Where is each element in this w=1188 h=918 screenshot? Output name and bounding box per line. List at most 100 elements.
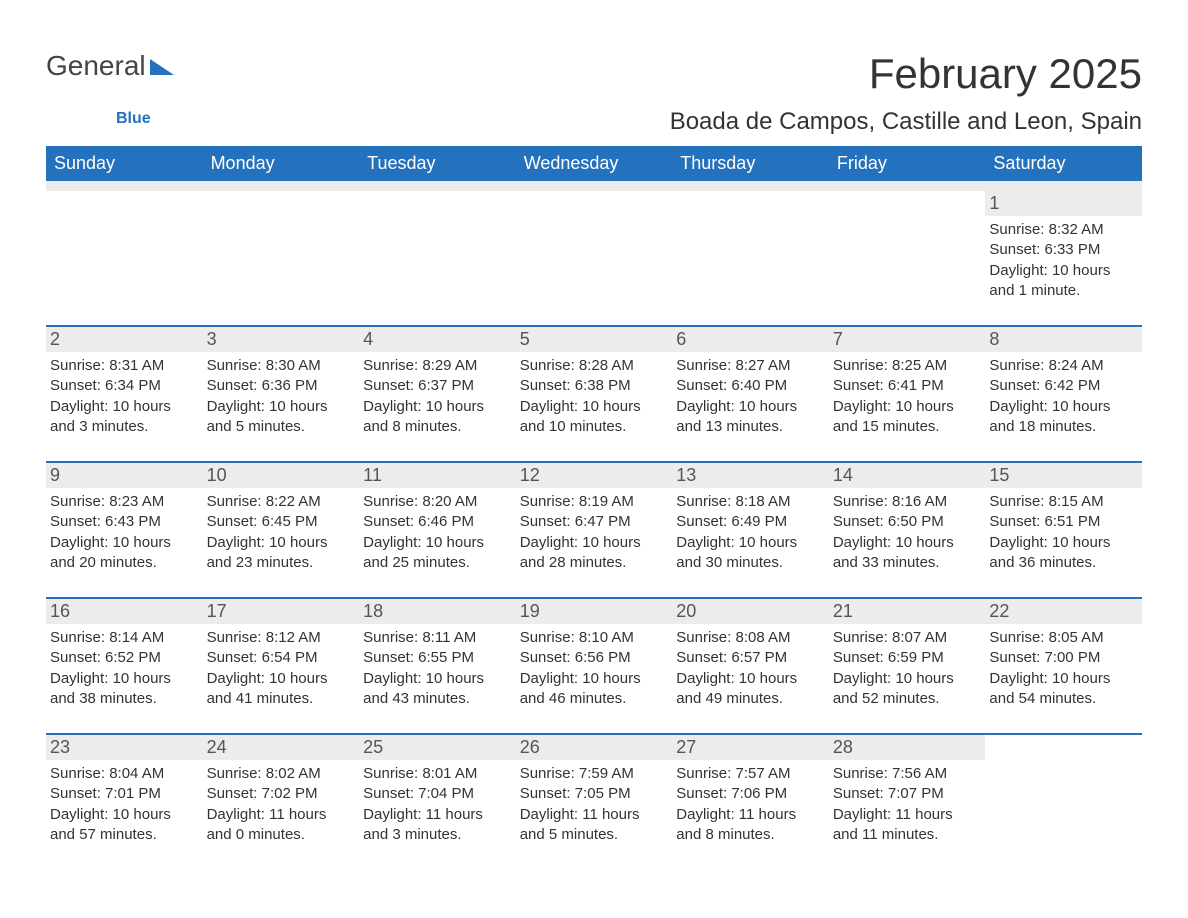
day-info: Sunrise: 7:56 AMSunset: 7:07 PMDaylight:… [833, 764, 982, 845]
day-info: Sunrise: 8:04 AMSunset: 7:01 PMDaylight:… [50, 764, 199, 845]
day-number: 25 [359, 735, 516, 760]
sunrise-text: Sunrise: 8:16 AM [833, 492, 982, 512]
daylight2-text: and 0 minutes. [207, 825, 356, 845]
day-info: Sunrise: 8:25 AMSunset: 6:41 PMDaylight:… [833, 356, 982, 437]
day-cell: 5Sunrise: 8:28 AMSunset: 6:38 PMDaylight… [516, 327, 673, 441]
sunrise-text: Sunrise: 8:08 AM [676, 628, 825, 648]
daylight1-text: Daylight: 10 hours [989, 397, 1138, 417]
daylight1-text: Daylight: 11 hours [676, 805, 825, 825]
day-info: Sunrise: 8:23 AMSunset: 6:43 PMDaylight:… [50, 492, 199, 573]
sunrise-text: Sunrise: 8:05 AM [989, 628, 1138, 648]
sunset-text: Sunset: 7:02 PM [207, 784, 356, 804]
daylight2-text: and 30 minutes. [676, 553, 825, 573]
daylight1-text: Daylight: 10 hours [833, 533, 982, 553]
sunset-text: Sunset: 7:07 PM [833, 784, 982, 804]
day-header-cell: Tuesday [359, 146, 516, 181]
sunrise-text: Sunrise: 8:01 AM [363, 764, 512, 784]
sunrise-text: Sunrise: 8:07 AM [833, 628, 982, 648]
week-row: 9Sunrise: 8:23 AMSunset: 6:43 PMDaylight… [46, 461, 1142, 577]
empty-cell [829, 191, 986, 305]
day-cell: 14 Sunrise: 8:16 AMSunset: 6:50 PMDayligh… [829, 463, 986, 577]
daylight2-text: and 54 minutes. [989, 689, 1138, 709]
sunrise-text: Sunrise: 8:27 AM [676, 356, 825, 376]
day-cell: 18Sunrise: 8:11 AMSunset: 6:55 PMDayligh… [359, 599, 516, 713]
sunset-text: Sunset: 6:56 PM [520, 648, 669, 668]
daylight2-text: and 38 minutes. [50, 689, 199, 709]
sunset-text: Sunset: 6:59 PM [833, 648, 982, 668]
day-info: Sunrise: 8:11 AMSunset: 6:55 PMDaylight:… [363, 628, 512, 709]
daylight1-text: Daylight: 10 hours [50, 533, 199, 553]
sunset-text: Sunset: 6:40 PM [676, 376, 825, 396]
empty-cell [985, 735, 1142, 849]
day-number: 21 [829, 599, 986, 624]
day-number: 1 [985, 191, 1142, 216]
day-info: Sunrise: 8:31 AMSunset: 6:34 PMDaylight:… [50, 356, 199, 437]
sunrise-text: Sunrise: 7:56 AM [833, 764, 982, 784]
sunset-text: Sunset: 6:51 PM [989, 512, 1138, 532]
daylight1-text: Daylight: 10 hours [833, 669, 982, 689]
day-info: Sunrise: 8:08 AMSunset: 6:57 PMDaylight:… [676, 628, 825, 709]
daylight1-text: Daylight: 10 hours [520, 669, 669, 689]
sunrise-text: Sunrise: 8:11 AM [363, 628, 512, 648]
daylight2-text: and 25 minutes. [363, 553, 512, 573]
day-cell: 9Sunrise: 8:23 AMSunset: 6:43 PMDaylight… [46, 463, 203, 577]
daylight1-text: Daylight: 10 hours [676, 669, 825, 689]
daylight1-text: Daylight: 11 hours [520, 805, 669, 825]
day-cell: 11Sunrise: 8:20 AMSunset: 6:46 PMDayligh… [359, 463, 516, 577]
day-info: Sunrise: 8:10 AMSunset: 6:56 PMDaylight:… [520, 628, 669, 709]
day-cell: 3Sunrise: 8:30 AMSunset: 6:36 PMDaylight… [203, 327, 360, 441]
daylight2-text: and 8 minutes. [363, 417, 512, 437]
daylight1-text: Daylight: 10 hours [520, 397, 669, 417]
sunset-text: Sunset: 6:34 PM [50, 376, 199, 396]
daylight1-text: Daylight: 10 hours [50, 397, 199, 417]
sunset-text: Sunset: 6:45 PM [207, 512, 356, 532]
day-number: 10 [203, 463, 360, 488]
daylight2-text: and 28 minutes. [520, 553, 669, 573]
sunrise-text: Sunrise: 8:14 AM [50, 628, 199, 648]
daylight2-text: and 18 minutes. [989, 417, 1138, 437]
daylight1-text: Daylight: 10 hours [989, 261, 1138, 281]
day-cell: 25 Sunrise: 8:01 AMSunset: 7:04 PMDayligh… [359, 735, 516, 849]
day-cell: 10 Sunrise: 8:22 AMSunset: 6:45 PMDayligh… [203, 463, 360, 577]
daylight2-text: and 33 minutes. [833, 553, 982, 573]
day-cell: 21 Sunrise: 8:07 AMSunset: 6:59 PMDayligh… [829, 599, 986, 713]
day-number: 8 [985, 327, 1142, 352]
sunrise-text: Sunrise: 8:25 AM [833, 356, 982, 376]
day-cell: 15Sunrise: 8:15 AMSunset: 6:51 PMDayligh… [985, 463, 1142, 577]
day-number: 23 [46, 735, 203, 760]
sunrise-text: Sunrise: 8:29 AM [363, 356, 512, 376]
sunrise-text: Sunrise: 8:12 AM [207, 628, 356, 648]
daylight2-text: and 23 minutes. [207, 553, 356, 573]
empty-cell [672, 191, 829, 305]
sunset-text: Sunset: 6:41 PM [833, 376, 982, 396]
empty-cell [516, 191, 673, 305]
day-number: 2 [46, 327, 203, 352]
day-info: Sunrise: 8:01 AMSunset: 7:04 PMDaylight:… [363, 764, 512, 845]
day-info: Sunrise: 8:22 AMSunset: 6:45 PMDaylight:… [207, 492, 356, 573]
sunset-text: Sunset: 6:37 PM [363, 376, 512, 396]
daylight2-text: and 46 minutes. [520, 689, 669, 709]
day-cell: 24Sunrise: 8:02 AMSunset: 7:02 PMDayligh… [203, 735, 360, 849]
sunset-text: Sunset: 7:05 PM [520, 784, 669, 804]
day-number: 14 [829, 463, 986, 488]
day-number: 22 [985, 599, 1142, 624]
day-info: Sunrise: 8:14 AMSunset: 6:52 PMDaylight:… [50, 628, 199, 709]
sunset-text: Sunset: 7:01 PM [50, 784, 199, 804]
weeks-container: 1Sunrise: 8:32 AMSunset: 6:33 PMDaylight… [46, 191, 1142, 849]
day-number: 13 [672, 463, 829, 488]
day-info: Sunrise: 8:16 AMSunset: 6:50 PMDaylight:… [833, 492, 982, 573]
day-cell: 23 Sunrise: 8:04 AMSunset: 7:01 PMDayligh… [46, 735, 203, 849]
week-row: 2 Sunrise: 8:31 AMSunset: 6:34 PMDaylight… [46, 325, 1142, 441]
day-cell: 16Sunrise: 8:14 AMSunset: 6:52 PMDayligh… [46, 599, 203, 713]
day-info: Sunrise: 8:19 AMSunset: 6:47 PMDaylight:… [520, 492, 669, 573]
day-cell: 8 Sunrise: 8:24 AMSunset: 6:42 PMDaylight… [985, 327, 1142, 441]
day-number: 28 [829, 735, 986, 760]
day-info: Sunrise: 7:59 AMSunset: 7:05 PMDaylight:… [520, 764, 669, 845]
sunset-text: Sunset: 7:00 PM [989, 648, 1138, 668]
sunset-text: Sunset: 6:36 PM [207, 376, 356, 396]
day-info: Sunrise: 8:24 AMSunset: 6:42 PMDaylight:… [989, 356, 1138, 437]
day-info: Sunrise: 8:12 AMSunset: 6:54 PMDaylight:… [207, 628, 356, 709]
sunrise-text: Sunrise: 8:20 AM [363, 492, 512, 512]
day-info: Sunrise: 8:30 AMSunset: 6:36 PMDaylight:… [207, 356, 356, 437]
daylight1-text: Daylight: 10 hours [363, 669, 512, 689]
